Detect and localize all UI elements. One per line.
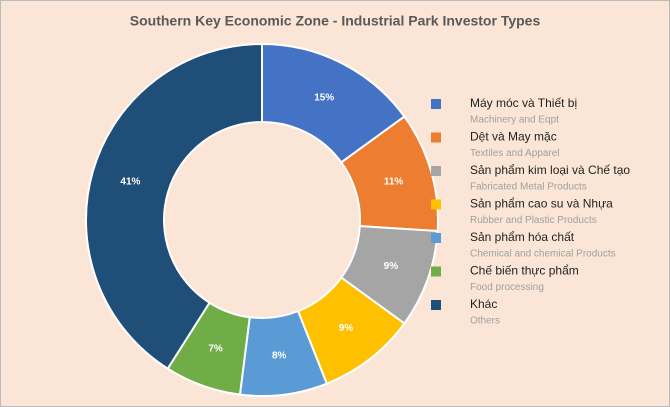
legend-sublabel: Food processing — [470, 282, 544, 293]
legend-swatch — [431, 233, 441, 243]
data-label: 9% — [339, 323, 354, 334]
legend-label: Khác — [470, 297, 497, 311]
legend-label: Dệt và May mặc — [470, 130, 557, 144]
legend-swatch — [431, 266, 441, 277]
legend-sublabel: Fabricated Metal Products — [470, 182, 587, 193]
legend-swatch — [431, 166, 441, 176]
legend-sublabel: Textiles and Apparel — [470, 148, 560, 159]
legend-label: Sản phẩm kim loại và Chế tạo — [470, 163, 630, 177]
legend-label: Sản phẩm cao su và Nhựa — [470, 197, 613, 211]
legend-swatch — [431, 99, 441, 109]
donut-slice — [85, 42, 263, 370]
legend-sublabel: Others — [470, 316, 500, 327]
legend-label: Chế biến thực phẩm — [470, 264, 579, 278]
data-label: 7% — [208, 344, 223, 355]
legend-swatch — [431, 132, 441, 143]
legend-label: Sản phẩm hóa chất — [470, 230, 575, 244]
legend-sublabel: Rubber and Plastic Products — [470, 215, 597, 226]
data-label: 11% — [384, 176, 404, 187]
data-label: 9% — [384, 261, 399, 272]
legend-swatch — [431, 199, 441, 210]
chart-title: Southern Key Economic Zone - Industrial … — [130, 13, 541, 29]
legend-sublabel: Chemical and chemical Products — [470, 249, 616, 260]
data-label: 15% — [314, 93, 334, 104]
data-label: 8% — [272, 351, 287, 362]
legend-label: Máy móc và Thiết bị — [470, 96, 577, 110]
legend-sublabel: Machinery and Eqpt — [470, 115, 559, 126]
data-label: 41% — [120, 176, 140, 187]
legend-swatch — [431, 300, 441, 310]
